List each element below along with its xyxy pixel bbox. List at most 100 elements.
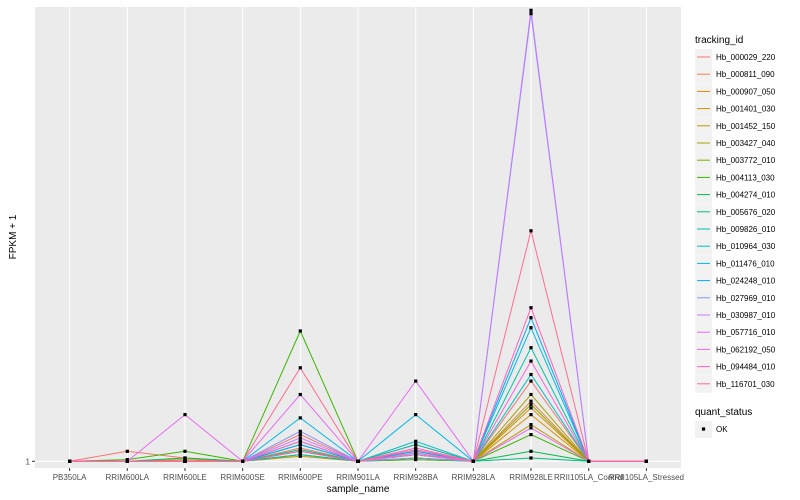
legend-title: tracking_id — [695, 35, 743, 46]
data-point — [529, 379, 533, 383]
data-point — [529, 229, 533, 233]
x-tick-label: RRIM600LA — [105, 473, 149, 482]
x-tick-label: PB350LA — [53, 473, 87, 482]
x-tick-label: RRIM901LA — [336, 473, 380, 482]
data-point — [298, 429, 302, 433]
data-point — [298, 416, 302, 420]
data-point — [529, 449, 533, 453]
x-axis: PB350LA RRIM600LA RRIM600LE RRIM600SE RRIM60… — [53, 468, 684, 482]
legend-label: Hb_057716_010 — [716, 328, 776, 337]
data-point — [414, 379, 418, 383]
x-tick-label: RRIM928LA — [452, 473, 496, 482]
legend-label: Hb_094484_010 — [716, 363, 776, 372]
shape-legend: OK — [695, 421, 728, 438]
data-point — [529, 326, 533, 330]
data-points — [68, 8, 648, 463]
data-point — [529, 372, 533, 377]
legend-label: Hb_003772_010 — [716, 156, 776, 165]
legend-label: Hb_024248_010 — [716, 277, 776, 286]
data-point — [125, 458, 129, 462]
data-point — [529, 426, 533, 430]
x-axis-title: sample_name — [327, 484, 390, 495]
data-point — [414, 413, 418, 417]
legend-label: Hb_004113_030 — [716, 173, 775, 182]
legend-label: Hb_001452_150 — [716, 122, 776, 131]
legend-label: Hb_000907_050 — [716, 87, 776, 96]
legend-label: Hb_000811_090 — [716, 70, 775, 79]
legend-label: Hb_116701_030 — [716, 380, 775, 389]
legend: tracking_id Hb_000029_220Hb_000811_090Hb… — [695, 35, 776, 438]
data-point — [529, 402, 533, 407]
data-point — [414, 448, 418, 452]
x-tick-label: RRIM600SE — [220, 473, 264, 482]
data-point — [298, 392, 302, 397]
legend-label: Hb_000029_220 — [716, 53, 776, 62]
data-point — [68, 459, 72, 463]
data-point — [183, 456, 187, 460]
x-tick-label: RRIM928BA — [393, 473, 438, 482]
x-tick-label: RRIM600PE — [278, 473, 322, 482]
grid — [35, 7, 681, 468]
data-point — [414, 449, 418, 453]
data-point — [183, 449, 187, 453]
legend-label: Hb_001401_030 — [716, 105, 776, 114]
y-axis: 1 — [26, 457, 35, 466]
data-point — [529, 433, 533, 437]
legend-label: Hb_003427_040 — [716, 139, 776, 148]
data-point — [298, 436, 302, 440]
data-point — [529, 12, 533, 16]
legend-label: Hb_010964_030 — [716, 242, 776, 251]
x-tick-label: RRII105LA_Control — [554, 473, 624, 482]
data-point — [529, 359, 533, 363]
data-point — [414, 451, 418, 455]
data-point — [529, 456, 533, 460]
legend-label: Hb_004274_010 — [716, 191, 776, 200]
y-axis-title: FPKM + 1 — [8, 214, 19, 259]
data-point — [529, 399, 533, 403]
data-point — [125, 459, 129, 463]
data-point — [529, 413, 533, 417]
shape-legend-title: quant_status — [695, 407, 752, 418]
x-tick-label: RRIM928LE — [509, 473, 553, 482]
data-point — [298, 449, 302, 453]
data-point — [241, 459, 245, 463]
data-point — [529, 316, 533, 320]
legend-label: Hb_030987_010 — [716, 311, 776, 320]
legend-label: Hb_005676_020 — [716, 208, 776, 217]
legend-label: Hb_062192_050 — [716, 345, 776, 354]
data-point — [471, 459, 475, 463]
data-point — [414, 443, 418, 447]
data-point — [298, 433, 302, 437]
data-point — [125, 449, 129, 453]
data-point — [414, 456, 418, 460]
data-point — [529, 8, 533, 12]
data-point — [298, 448, 302, 452]
shape-legend-point — [701, 427, 706, 431]
y-tick-label: 1 — [26, 457, 31, 466]
data-point — [529, 423, 533, 427]
data-point — [644, 459, 648, 463]
data-point — [356, 459, 360, 463]
legend-label: Hb_011476_010 — [716, 259, 775, 268]
data-point — [529, 346, 533, 350]
data-point — [298, 453, 302, 457]
data-point — [587, 459, 591, 463]
data-point — [529, 392, 533, 397]
legend-items: Hb_000029_220 Hb_000811_090 Hb_000907_050 H… — [695, 49, 776, 393]
data-point — [298, 366, 302, 370]
legend-label: Hb_027969_010 — [716, 294, 776, 303]
legend-label: Hb_009826_010 — [716, 225, 776, 234]
x-tick-label: RRIM600LE — [163, 473, 207, 482]
data-point — [298, 454, 302, 458]
shape-legend-label: OK — [716, 425, 728, 434]
data-point — [414, 439, 418, 443]
data-point — [298, 329, 302, 333]
data-point — [183, 413, 187, 417]
data-point — [183, 459, 187, 463]
data-point — [529, 406, 533, 410]
data-point — [298, 443, 302, 447]
data-point — [298, 439, 302, 443]
data-point — [529, 306, 533, 310]
x-tick-label: RRII105LA_Stressed — [609, 473, 684, 482]
